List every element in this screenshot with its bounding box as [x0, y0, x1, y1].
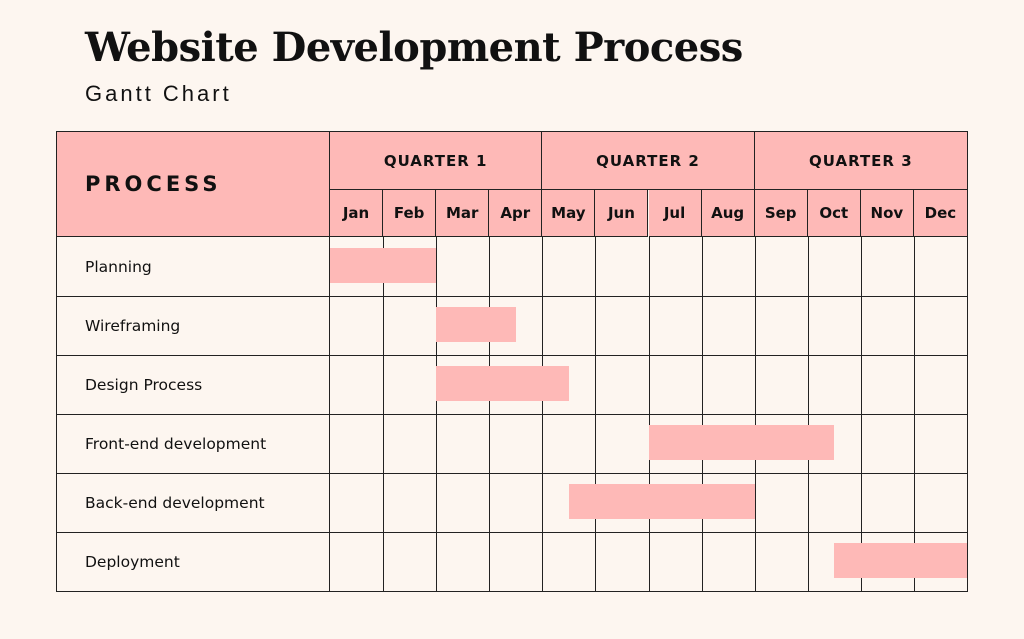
month-divider — [913, 237, 915, 591]
row-divider — [57, 355, 967, 356]
task-bar — [436, 366, 569, 401]
task-bar — [436, 307, 516, 342]
month-divider — [595, 237, 597, 591]
task-label: Planning — [57, 237, 330, 296]
chart-subtitle: Gantt Chart — [85, 81, 232, 106]
month-divider — [542, 237, 544, 591]
row-divider — [57, 414, 967, 415]
quarter-header: QUARTER 3 — [754, 132, 967, 190]
month-header: Nov — [860, 190, 914, 237]
month-header: Jun — [595, 190, 649, 237]
month-divider — [807, 237, 809, 591]
task-label: Deployment — [57, 532, 330, 591]
month-header: Oct — [807, 190, 861, 237]
row-divider — [57, 473, 967, 474]
task-label: Back-end development — [57, 473, 330, 532]
month-divider — [701, 237, 703, 591]
month-divider — [648, 237, 650, 591]
month-header: Dec — [913, 190, 967, 237]
task-label: Wireframing — [57, 296, 330, 355]
month-header: Apr — [489, 190, 543, 237]
row-divider — [57, 532, 967, 533]
month-divider — [754, 237, 756, 591]
chart-title: Website Development Process — [85, 24, 743, 71]
process-column-header: PROCESS — [57, 132, 330, 237]
month-divider — [383, 237, 385, 591]
month-header: Aug — [701, 190, 755, 237]
task-bar — [568, 484, 755, 519]
month-header: Jan — [330, 190, 384, 237]
task-bar — [834, 543, 967, 578]
month-divider — [436, 237, 438, 591]
month-divider — [860, 237, 862, 591]
month-header: Feb — [383, 190, 437, 237]
month-header: Jul — [648, 190, 702, 237]
gantt-chart: PROCESS QUARTER 1 QUARTER 2 QUARTER 3 Jan Fe… — [56, 131, 968, 592]
quarter-header: QUARTER 1 — [330, 132, 543, 190]
task-label: Front-end development — [57, 414, 330, 473]
task-label: Design Process — [57, 355, 330, 414]
month-header: Sep — [754, 190, 808, 237]
task-bar — [330, 248, 437, 283]
task-bar — [648, 425, 835, 460]
month-divider — [489, 237, 491, 591]
quarter-header: QUARTER 2 — [542, 132, 755, 190]
month-header: Mar — [436, 190, 490, 237]
row-divider — [57, 296, 967, 297]
month-header: May — [542, 190, 596, 237]
